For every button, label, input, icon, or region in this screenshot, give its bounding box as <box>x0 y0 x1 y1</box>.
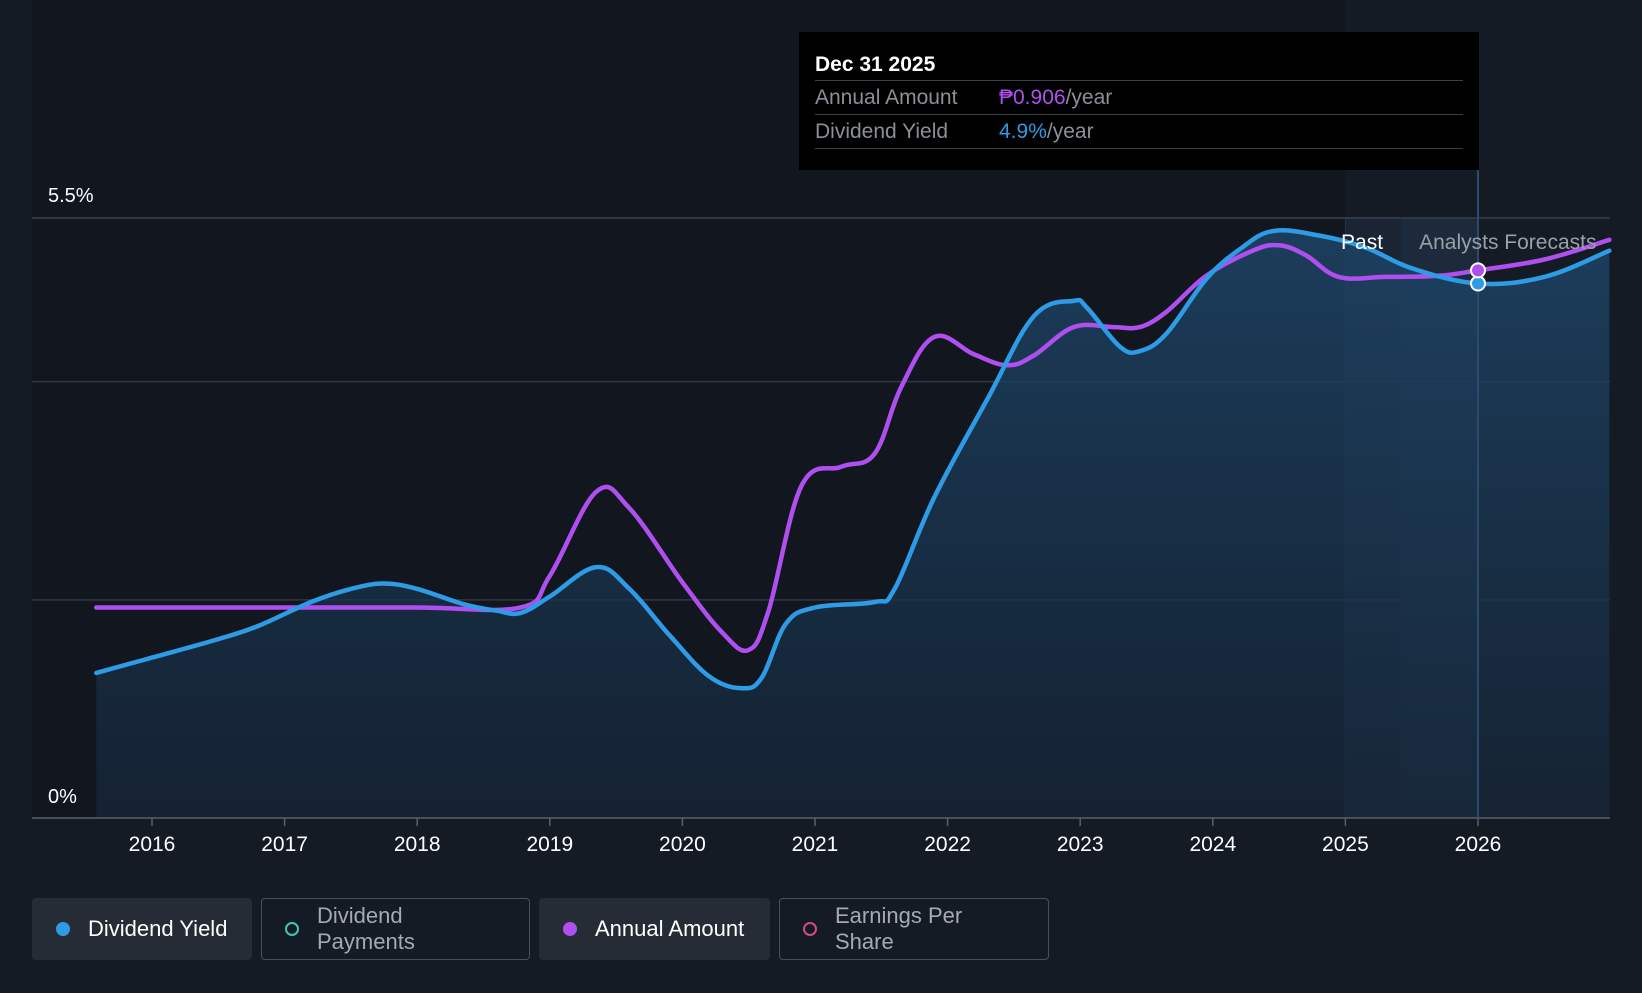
x-tick-label: 2023 <box>1057 833 1104 856</box>
dividend-yield-line <box>94 228 1612 691</box>
earnings-per-share-ring-icon <box>803 922 817 936</box>
legend-annual-amount-label: Annual Amount <box>595 916 745 941</box>
tooltip-dividend-yield-unit: /year <box>1046 120 1094 143</box>
tooltip-annual-amount-unit: /year <box>1065 86 1113 109</box>
tooltip-dividend-yield-value: 4.9% <box>999 120 1047 143</box>
legend-dividend-yield[interactable]: Dividend Yield <box>32 898 252 960</box>
x-tick-label: 2019 <box>526 833 573 856</box>
legend-dividend-payments[interactable]: Dividend Payments <box>261 898 530 960</box>
analysts-forecasts-label: Analysts Forecasts <box>1419 231 1596 254</box>
x-tick-label: 2016 <box>129 833 176 856</box>
legend-dividend-yield-label: Dividend Yield <box>88 916 228 941</box>
annual-amount-line <box>94 237 1612 654</box>
x-tick-label: 2025 <box>1322 833 1369 856</box>
x-tick-label: 2024 <box>1189 833 1236 856</box>
x-tick-label: 2021 <box>792 833 839 856</box>
tooltip-date: Dec 31 2025 <box>815 53 936 76</box>
x-tick-label: 2020 <box>659 833 706 856</box>
tooltip-annual-amount-value: ₱0.906 <box>999 86 1066 109</box>
annual-amount-dot-icon <box>563 922 577 936</box>
legend: Dividend Yield Dividend Payments Annual … <box>32 898 1049 960</box>
x-tick-label: 2026 <box>1455 833 1502 856</box>
legend-earnings-per-share[interactable]: Earnings Per Share <box>779 898 1049 960</box>
x-tick-label: 2022 <box>924 833 971 856</box>
x-tick-label: 2017 <box>261 833 308 856</box>
legend-earnings-per-share-label: Earnings Per Share <box>835 903 963 954</box>
legend-annual-amount[interactable]: Annual Amount <box>539 898 770 960</box>
tooltip-row-annual-amount: Annual Amount ₱0.906/year <box>815 80 1463 114</box>
tooltip-row-dividend-yield: Dividend Yield 4.9%/year <box>815 114 1463 149</box>
past-label: Past <box>1341 231 1383 254</box>
tooltip-dividend-yield-label: Dividend Yield <box>815 120 949 143</box>
y-tick-label: 5.5% <box>48 185 94 207</box>
y-tick-label: 0% <box>48 786 77 808</box>
tooltip: Dec 31 2025 Annual Amount ₱0.906/year Di… <box>799 32 1479 170</box>
dividend-yield-dot-icon <box>56 922 70 936</box>
annual-amount-marker <box>1470 262 1486 279</box>
x-tick-label: 2018 <box>394 833 441 856</box>
dividend-yield-marker <box>1470 275 1486 292</box>
dividend-yield-area <box>96 230 1610 819</box>
legend-dividend-payments-label: Dividend Payments <box>317 903 415 954</box>
tooltip-annual-amount-label: Annual Amount <box>815 86 958 109</box>
dividend-payments-ring-icon <box>285 922 299 936</box>
